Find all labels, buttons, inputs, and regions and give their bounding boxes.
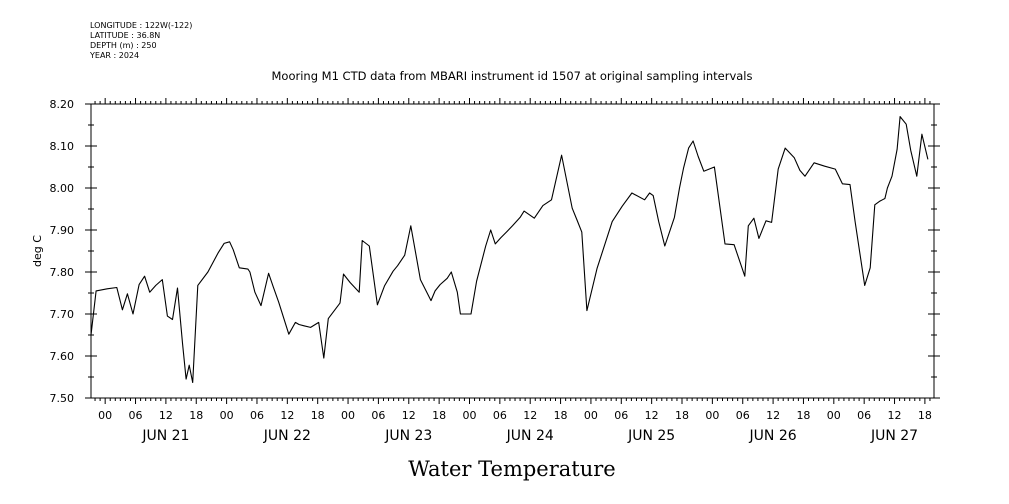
x-hour-label: 06 bbox=[250, 409, 264, 422]
y-tick-label: 7.60 bbox=[50, 350, 75, 363]
x-day-label: JUN 24 bbox=[506, 428, 554, 444]
x-hour-label: 06 bbox=[493, 409, 507, 422]
x-hour-label: 18 bbox=[311, 409, 325, 422]
x-day-label: JUN 26 bbox=[749, 428, 797, 444]
x-day-label: JUN 27 bbox=[870, 428, 918, 444]
depth-label: DEPTH (m) : 250 bbox=[90, 41, 157, 50]
x-hour-label: 18 bbox=[554, 409, 568, 422]
axis-ticks bbox=[85, 98, 940, 404]
y-tick-label: 8.00 bbox=[50, 182, 75, 195]
x-hour-label: 18 bbox=[675, 409, 689, 422]
x-hour-label: 00 bbox=[220, 409, 234, 422]
chart-title: Mooring M1 CTD data from MBARI instrumen… bbox=[272, 69, 753, 83]
year-label: YEAR : 2024 bbox=[90, 51, 140, 60]
x-hour-label: 18 bbox=[189, 409, 203, 422]
x-hour-label: 18 bbox=[432, 409, 446, 422]
x-day-label: JUN 23 bbox=[384, 428, 432, 444]
x-hour-label: 06 bbox=[857, 409, 871, 422]
x-hour-label: 06 bbox=[371, 409, 385, 422]
x-hour-label: 12 bbox=[766, 409, 780, 422]
y-tick-label: 7.80 bbox=[50, 266, 75, 279]
x-hour-label: 00 bbox=[584, 409, 598, 422]
footer-title: Water Temperature bbox=[408, 457, 615, 481]
y-tick-label: 8.10 bbox=[50, 140, 75, 153]
plot-frame bbox=[90, 103, 935, 399]
x-hour-label: 18 bbox=[918, 409, 932, 422]
x-hour-label: 00 bbox=[705, 409, 719, 422]
x-day-labels: JUN 21 JUN 22 JUN 23 JUN 24 JUN 25 JUN 26 JUN … bbox=[141, 428, 918, 444]
y-tick-label: 7.90 bbox=[50, 224, 75, 237]
x-hour-label: 12 bbox=[523, 409, 537, 422]
latitude-label: LATITUDE : 36.8N bbox=[90, 31, 161, 40]
x-hour-labels: 00 06 12 18 00 06 12 18 00 06 12 18 00 06 12 18 00 06 12 18… bbox=[98, 409, 932, 422]
x-day-label: JUN 25 bbox=[627, 428, 675, 444]
x-day-label: JUN 21 bbox=[141, 428, 189, 444]
x-hour-label: 00 bbox=[827, 409, 841, 422]
x-hour-label: 06 bbox=[736, 409, 750, 422]
y-tick-labels: 7.50 7.60 7.70 7.80 7.90 8.00 8.10 8.20 bbox=[50, 98, 75, 405]
x-hour-label: 06 bbox=[129, 409, 143, 422]
y-tick-label: 8.20 bbox=[50, 98, 75, 111]
x-hour-label: 12 bbox=[888, 409, 902, 422]
x-hour-label: 00 bbox=[341, 409, 355, 422]
metadata-block: LONGITUDE : 122W(-122) LATITUDE : 36.8N … bbox=[90, 21, 192, 61]
y-axis-label: deg C bbox=[31, 235, 44, 267]
x-hour-label: 12 bbox=[402, 409, 416, 422]
temperature-series-line bbox=[90, 116, 929, 384]
x-hour-label: 06 bbox=[614, 409, 628, 422]
x-hour-label: 12 bbox=[645, 409, 659, 422]
x-hour-label: 12 bbox=[159, 409, 173, 422]
longitude-label: LONGITUDE : 122W(-122) bbox=[90, 21, 193, 30]
x-hour-label: 12 bbox=[280, 409, 294, 422]
x-hour-label: 18 bbox=[796, 409, 810, 422]
y-tick-label: 7.50 bbox=[50, 392, 75, 405]
y-tick-label: 7.70 bbox=[50, 308, 75, 321]
x-day-label: JUN 22 bbox=[263, 428, 311, 444]
x-hour-label: 00 bbox=[98, 409, 112, 422]
x-hour-label: 00 bbox=[462, 409, 476, 422]
